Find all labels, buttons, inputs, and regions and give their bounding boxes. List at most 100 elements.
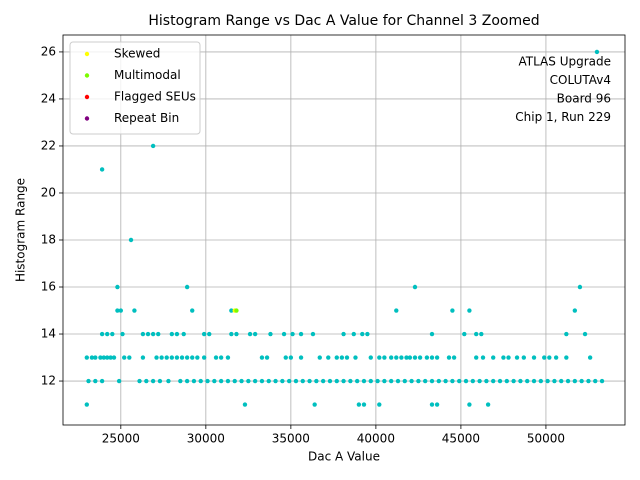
data-point [312, 402, 317, 407]
data-point [283, 355, 288, 360]
data-point [181, 331, 186, 337]
data-point [118, 308, 124, 313]
data-point [264, 355, 270, 360]
data-point [169, 331, 175, 337]
data-point [564, 331, 569, 337]
data-point [225, 355, 231, 360]
data-point [317, 355, 322, 360]
x-tick-label: 30000 [187, 432, 225, 446]
data-point [98, 355, 103, 360]
data-point [288, 355, 294, 360]
data-point [429, 355, 435, 360]
data-point [553, 355, 559, 360]
data-point [434, 402, 440, 407]
data-point [207, 331, 212, 337]
data-point [564, 355, 569, 360]
data-point [547, 355, 552, 360]
data-point [298, 355, 304, 360]
data-point [218, 378, 224, 384]
data-point [195, 355, 200, 360]
data-point [132, 308, 137, 313]
data-point [375, 378, 380, 384]
x-axis-label: Dac A Value [308, 450, 380, 464]
data-point [485, 402, 491, 407]
data-point [404, 355, 409, 360]
annotation: COLUTAv4 [550, 73, 611, 87]
data-point [497, 378, 503, 384]
data-point [84, 355, 90, 360]
data-point [105, 355, 110, 360]
x-tick-label: 40000 [357, 432, 395, 446]
data-point [212, 378, 217, 384]
data-point [429, 402, 435, 407]
data-point [273, 378, 278, 384]
data-point [353, 355, 358, 360]
annotation: Chip 1, Run 229 [515, 110, 611, 124]
data-point [394, 355, 399, 360]
data-point [164, 355, 169, 360]
data-point [545, 378, 550, 384]
data-point [344, 355, 350, 360]
data-point [110, 331, 115, 337]
data-point [351, 331, 356, 337]
data-point [232, 378, 237, 384]
data-point [361, 378, 367, 384]
data-point [252, 378, 258, 384]
legend-marker [84, 73, 90, 78]
data-point [377, 355, 382, 360]
data-point [368, 355, 373, 360]
data-point [538, 378, 544, 384]
data-point [599, 378, 605, 384]
data-point [450, 308, 455, 313]
data-point [514, 355, 520, 360]
data-point [122, 355, 127, 360]
data-point [484, 378, 489, 384]
data-point [360, 331, 365, 337]
data-point [246, 378, 251, 384]
data-point [594, 49, 600, 55]
y-tick-label: 22 [41, 138, 56, 152]
data-point [218, 355, 224, 360]
data-point [116, 378, 122, 384]
data-point [341, 331, 346, 337]
x-tick-label: 45000 [442, 432, 480, 446]
data-point [446, 355, 452, 360]
legend-label: Multimodal [114, 68, 181, 82]
data-point [525, 378, 530, 384]
data-point [422, 378, 428, 384]
data-point [395, 378, 401, 384]
data-point [99, 167, 105, 172]
data-point [101, 355, 107, 360]
data-point [290, 331, 295, 337]
data-point [436, 378, 442, 384]
data-point [582, 331, 588, 337]
legend-marker [84, 51, 90, 57]
data-point [531, 355, 537, 360]
data-point [368, 378, 373, 384]
y-tick-label: 20 [41, 185, 56, 199]
plot-frame [62, 34, 626, 426]
data-point [307, 378, 312, 384]
data-point [504, 378, 510, 384]
data-point [286, 378, 292, 384]
data-point [559, 378, 564, 384]
data-point [145, 331, 151, 337]
data-point [93, 378, 98, 384]
data-point [382, 355, 387, 360]
data-point [491, 378, 496, 384]
data-point [108, 355, 113, 360]
data-point [300, 378, 305, 384]
data-point [201, 331, 207, 337]
data-point [450, 378, 455, 384]
data-point [365, 331, 370, 337]
data-point [266, 378, 271, 384]
data-point [157, 378, 163, 384]
data-point [259, 378, 265, 384]
data-point [150, 143, 156, 149]
data-point [84, 402, 90, 407]
data-point [169, 355, 175, 360]
data-point [327, 378, 333, 384]
annotation: Board 96 [557, 92, 611, 106]
data-point [140, 331, 146, 337]
data-point [326, 355, 331, 360]
